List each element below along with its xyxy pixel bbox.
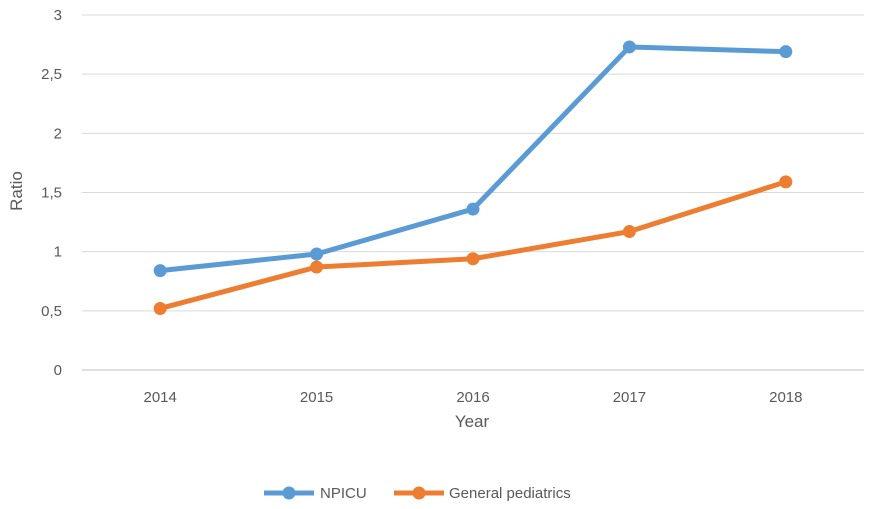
legend-item: General pediatrics <box>394 485 571 502</box>
y-tick-label: 1 <box>54 244 62 261</box>
data-point <box>779 45 793 59</box>
series-1 <box>153 40 793 278</box>
y-axis-ticks: 0 0,5 1 1,5 2 2,5 3 <box>41 7 62 379</box>
y-tick-label: 0 <box>54 362 62 379</box>
data-point <box>310 247 324 261</box>
x-tick-label: 2017 <box>613 389 646 406</box>
x-tick-label: 2014 <box>144 389 177 406</box>
series-lines <box>153 40 793 315</box>
y-tick-label: 2,5 <box>41 66 62 83</box>
data-point <box>310 260 324 274</box>
data-point <box>622 225 636 239</box>
x-axis-ticks: 2014 2015 2016 2017 2018 <box>144 389 803 406</box>
x-tick-label: 2015 <box>300 389 333 406</box>
data-point <box>466 252 480 266</box>
data-point <box>779 175 793 189</box>
series-line <box>157 179 789 311</box>
legend-item: NPICU <box>264 485 367 502</box>
data-point <box>153 264 167 278</box>
legend-swatch-marker <box>282 486 296 500</box>
data-point <box>622 40 636 54</box>
x-tick-label: 2018 <box>769 389 802 406</box>
y-axis-title: Ratio <box>7 171 26 211</box>
legend: NPICU General pediatrics <box>264 485 571 502</box>
y-tick-label: 2 <box>54 125 62 142</box>
y-tick-label: 3 <box>54 7 62 24</box>
x-tick-label: 2016 <box>456 389 489 406</box>
y-tick-label: 0,5 <box>41 303 62 320</box>
legend-swatch-marker <box>412 486 426 500</box>
series-2 <box>153 175 793 315</box>
legend-label: General pediatrics <box>449 485 571 502</box>
x-axis-title: Year <box>455 412 490 431</box>
series-line <box>157 44 789 274</box>
gridlines <box>82 14 864 371</box>
data-point <box>153 301 167 315</box>
legend-label: NPICU <box>320 485 367 502</box>
y-tick-label: 1,5 <box>41 185 62 202</box>
data-point <box>466 202 480 216</box>
